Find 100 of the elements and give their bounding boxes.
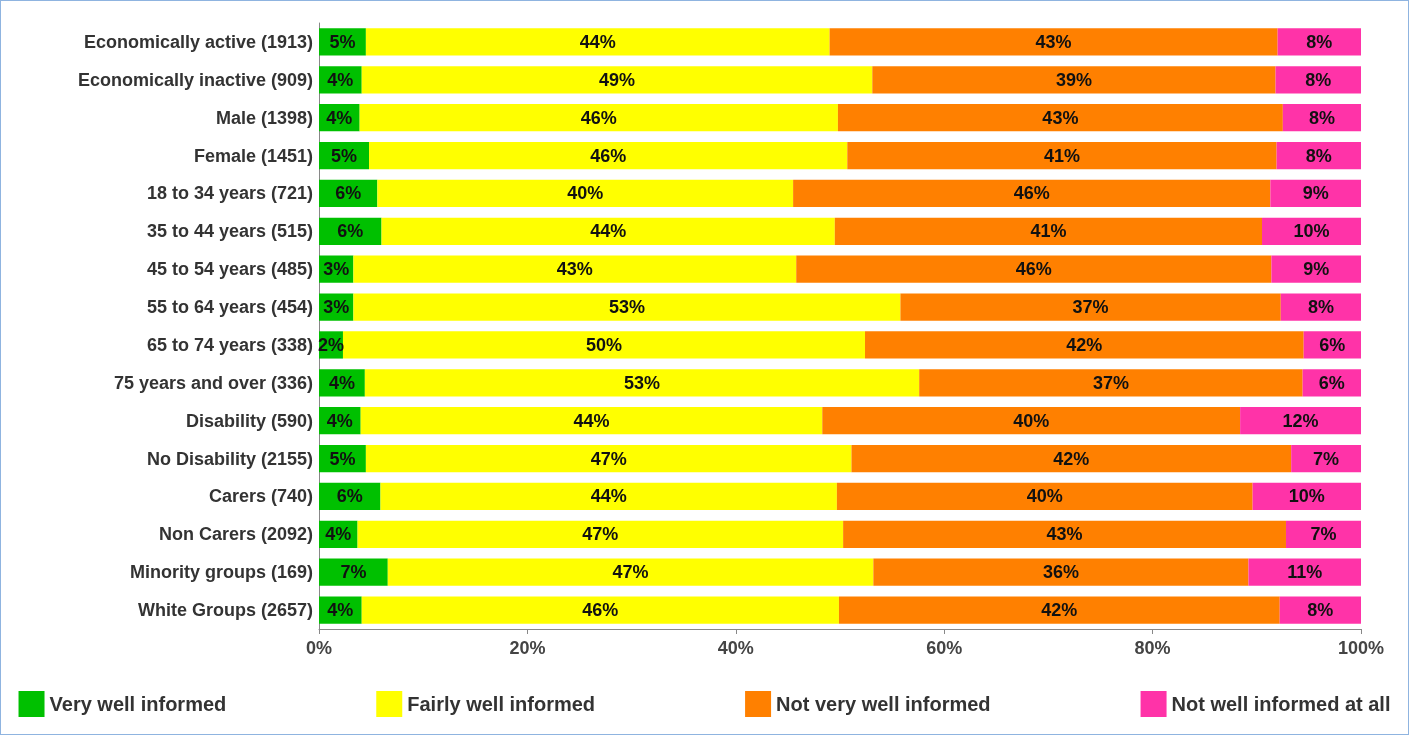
bar	[365, 28, 830, 56]
bar	[919, 369, 1303, 397]
bar	[872, 66, 1276, 94]
data-label: 47%	[590, 448, 627, 469]
data-label: 8%	[1305, 145, 1332, 166]
bar	[360, 407, 823, 435]
data-label: 41%	[1043, 145, 1080, 166]
data-label: 44%	[590, 221, 627, 242]
data-label: 36%	[1042, 562, 1079, 583]
y-tick-label: 55 to 64 years (454)	[146, 297, 313, 318]
data-label: 40%	[1013, 410, 1050, 431]
bar	[1270, 179, 1361, 208]
data-label: 44%	[573, 410, 610, 431]
bar	[353, 293, 901, 321]
legend-label: Not very well informed	[776, 693, 991, 715]
bar	[796, 255, 1272, 283]
bar	[838, 596, 1280, 624]
data-label: 7%	[1313, 448, 1340, 469]
data-label: 7%	[1310, 524, 1337, 545]
data-label: 46%	[1015, 259, 1052, 280]
x-tick-label: 100%	[1337, 638, 1385, 658]
bar	[1271, 255, 1361, 283]
data-label: 11%	[1287, 562, 1323, 583]
data-label: 53%	[624, 372, 661, 393]
data-label: 10%	[1288, 486, 1325, 507]
data-label: 41%	[1030, 221, 1067, 242]
y-tick-label: White Groups (2657)	[137, 600, 313, 621]
bar	[1248, 558, 1361, 586]
bar	[837, 104, 1283, 132]
data-label: 43%	[1035, 31, 1072, 52]
bar	[1279, 596, 1361, 624]
data-label: 6%	[336, 486, 363, 507]
bar	[364, 369, 920, 397]
data-label: 8%	[1308, 107, 1335, 128]
bar	[387, 558, 874, 586]
data-label: 8%	[1307, 297, 1334, 318]
data-label: 42%	[1066, 334, 1103, 355]
x-tick-label: 40%	[717, 638, 754, 658]
bar	[873, 558, 1249, 586]
data-label: 39%	[1055, 69, 1092, 90]
data-label: 4%	[326, 410, 353, 431]
data-label: 6%	[1319, 334, 1346, 355]
bar	[361, 66, 873, 94]
data-label: 6%	[337, 221, 364, 242]
data-label: 12%	[1282, 410, 1319, 431]
data-label: 4%	[328, 372, 355, 393]
x-tick-label: 0%	[305, 638, 333, 658]
y-tick-label: Economically active (1913)	[83, 31, 313, 52]
bar	[834, 217, 1263, 245]
y-tick-label: Female (1451)	[193, 145, 313, 166]
bar	[836, 482, 1253, 511]
y-tick-label: Carers (740)	[208, 486, 314, 507]
bar	[829, 28, 1278, 56]
data-label: 7%	[340, 562, 367, 583]
y-tick-label: Disability (590)	[185, 410, 313, 431]
data-label: 43%	[1042, 107, 1079, 128]
legend-label: Not well informed at all	[1171, 693, 1391, 715]
data-label: 47%	[582, 524, 619, 545]
legend-label: Very well informed	[49, 693, 227, 715]
data-label: 6%	[335, 183, 362, 204]
data-label: 5%	[331, 145, 358, 166]
data-label: 42%	[1053, 448, 1090, 469]
data-label: 43%	[556, 259, 593, 280]
bar	[380, 482, 837, 511]
bar	[357, 520, 844, 548]
bar	[793, 179, 1271, 208]
bar	[342, 331, 866, 359]
x-tick-label: 20%	[509, 638, 546, 658]
data-label: 9%	[1302, 183, 1329, 204]
data-label: 4%	[327, 69, 354, 90]
y-tick-label: No Disability (2155)	[146, 448, 313, 469]
data-label: 8%	[1307, 600, 1334, 621]
bar	[900, 293, 1281, 321]
bar	[1280, 293, 1361, 321]
y-tick-label: Male (1398)	[215, 107, 313, 128]
data-label: 37%	[1092, 372, 1129, 393]
bar	[361, 596, 839, 624]
bar	[822, 407, 1241, 435]
y-tick-label: 35 to 44 years (515)	[146, 221, 313, 242]
data-label: 5%	[329, 31, 356, 52]
data-label: 44%	[590, 486, 627, 507]
bar	[865, 331, 1304, 359]
x-tick-label: 80%	[1134, 638, 1171, 658]
data-label: 40%	[567, 183, 604, 204]
data-label: 8%	[1305, 69, 1332, 90]
data-label: 46%	[1013, 183, 1050, 204]
bar	[847, 141, 1277, 170]
y-tick-label: 18 to 34 years (721)	[146, 183, 313, 204]
data-label: 8%	[1306, 31, 1333, 52]
bar	[353, 255, 797, 283]
y-tick-label: Minority groups (169)	[129, 562, 313, 583]
data-label: 53%	[608, 297, 645, 318]
y-tick-label: Non Carers (2092)	[158, 524, 313, 545]
bar	[1240, 407, 1361, 435]
data-label: 46%	[582, 600, 619, 621]
data-label: 46%	[590, 145, 627, 166]
data-label: 44%	[579, 31, 616, 52]
bar	[1285, 520, 1361, 548]
bar	[381, 217, 835, 245]
y-tick-label: 45 to 54 years (485)	[146, 259, 313, 280]
